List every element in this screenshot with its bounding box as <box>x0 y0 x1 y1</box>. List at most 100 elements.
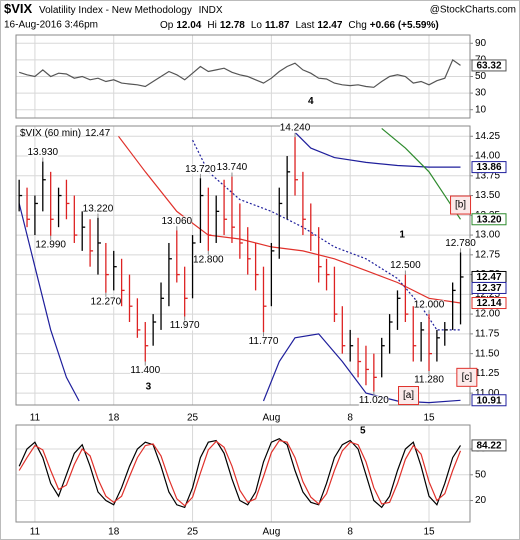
price-label-bg <box>161 216 192 227</box>
y-tick-label: 11.50 <box>475 348 500 359</box>
y-tick-label: 50 <box>475 469 487 480</box>
panel-frame <box>15 125 471 406</box>
price-label-bg <box>82 203 113 214</box>
quote-value: 12.04 <box>176 20 201 31</box>
x-tick-label: 25 <box>187 527 199 538</box>
indicator-line <box>18 439 462 507</box>
wave-label: [b] <box>455 200 466 211</box>
price-label: 12.800 <box>193 255 224 266</box>
x-tick-label: 15 <box>423 413 435 424</box>
quote-label: Chg <box>348 20 366 31</box>
price-label: 12.270 <box>91 296 122 307</box>
price-label-bg <box>216 162 247 173</box>
x-tick-label: 11 <box>30 527 41 538</box>
quote: Op 12.04 Hi 12.78 Lo 11.87 Last 12.47 Chg +0.66 (… <box>160 20 439 31</box>
price-label: 11.970 <box>170 320 200 331</box>
price-label: 11.400 <box>130 365 160 376</box>
y-tick-label: 50 <box>475 71 487 82</box>
x-tick-label: 18 <box>108 413 120 424</box>
price-label: 13.060 <box>161 216 192 227</box>
plot-area <box>16 425 470 522</box>
exchange: INDX <box>199 5 223 16</box>
y-tick-label: 90 <box>475 38 487 49</box>
value-box <box>471 59 507 72</box>
quote-label: Hi <box>207 20 216 31</box>
price-label-bg <box>248 336 279 347</box>
y-tick-label: 11.75 <box>475 329 500 340</box>
quote-value: 11.87 <box>265 20 290 31</box>
y-tick-label: 14.25 <box>475 131 500 142</box>
price-label: 12.990 <box>35 240 66 251</box>
x-tick-label: 25 <box>187 413 199 424</box>
wave-label: 4 <box>308 96 314 107</box>
price-label-bg <box>445 238 476 249</box>
x-tick-label: Aug <box>262 527 280 538</box>
price-label: 13.220 <box>83 203 114 214</box>
x-tick-label: 8 <box>347 413 353 424</box>
wave-label-box <box>456 367 478 387</box>
x-tick-label: 8 <box>347 527 353 538</box>
value-box <box>471 161 507 174</box>
y-tick-label: 11.25 <box>475 368 500 379</box>
value-box-label: 13.86 <box>476 162 501 173</box>
price-label-bg <box>280 123 311 134</box>
security-name: Volatility Index - New Methodology <box>39 5 192 16</box>
quote-label: Op <box>160 20 174 31</box>
value-box-label: 84.22 <box>476 441 501 452</box>
quote-value: +0.66 (+5.59%) <box>370 20 439 31</box>
price-label-bg <box>27 147 58 158</box>
price-label-bg <box>130 365 161 376</box>
y-tick-label: 13.00 <box>475 230 500 241</box>
y-tick-label: 11.00 <box>475 388 500 399</box>
value-box <box>471 439 507 452</box>
value-box-label: 12.47 <box>476 272 501 283</box>
price-label: 13.720 <box>185 164 216 175</box>
y-tick-label: 10 <box>475 104 487 115</box>
plot-area <box>16 126 470 405</box>
panel-frame <box>15 424 471 523</box>
legend-value: 12.47 <box>85 128 110 139</box>
wave-label-box <box>398 386 420 406</box>
y-tick-label: 12.75 <box>475 249 500 260</box>
price-label: 14.240 <box>280 123 311 134</box>
y-tick-label: 12.25 <box>475 289 500 300</box>
price-label: 11.020 <box>359 395 389 406</box>
overlay-line <box>192 139 461 331</box>
wave-label: 1 <box>399 230 405 241</box>
credit: @StockCharts.com <box>430 5 516 16</box>
value-box <box>471 281 507 294</box>
x-tick-label: 15 <box>423 527 435 538</box>
value-box <box>471 213 507 226</box>
price-label-bg <box>35 239 66 250</box>
header-title: $VIX Volatility Index - New Methodology … <box>4 1 223 16</box>
price-label-bg <box>414 300 445 311</box>
y-tick-label: 12.00 <box>475 309 500 320</box>
indicator-line <box>18 438 462 509</box>
y-tick-label: 14.00 <box>475 151 500 162</box>
symbol: $VIX <box>4 1 33 16</box>
date: 16-Aug-2016 3:46pm <box>4 20 98 31</box>
wave-label: [c] <box>462 372 473 383</box>
quote-value: 12.78 <box>220 20 245 31</box>
y-tick-label: 13.50 <box>475 190 500 201</box>
wave-label-box <box>450 195 472 215</box>
price-label-bg <box>390 260 421 271</box>
price-label-bg <box>193 254 224 265</box>
wave-label: 3 <box>146 381 152 392</box>
y-tick-label: 13.75 <box>475 170 500 181</box>
price-label-bg <box>90 296 121 307</box>
price-label-bg <box>169 320 200 331</box>
quote-value: 12.47 <box>317 20 342 31</box>
price-label: 12.000 <box>414 300 445 311</box>
price-label-bg <box>414 375 445 386</box>
price-label: 12.500 <box>390 260 421 271</box>
value-box-label: 10.91 <box>476 395 501 406</box>
price-label: 13.740 <box>217 162 248 173</box>
overlay-line <box>381 127 462 220</box>
overlay-line <box>294 131 461 168</box>
x-tick-label: Aug <box>262 413 280 424</box>
overlay-line <box>118 135 461 304</box>
value-box <box>471 297 507 310</box>
x-tick-label: 18 <box>108 527 120 538</box>
